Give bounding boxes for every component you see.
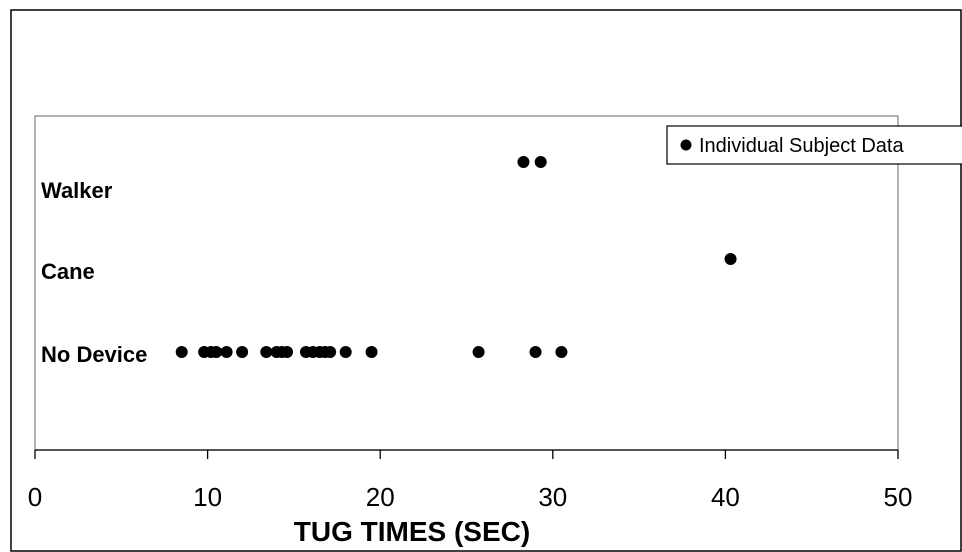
data-point-no-device-12 <box>280 346 293 358</box>
category-label-no-device: No Device <box>41 342 147 367</box>
category-labels: Walker Cane No Device <box>41 178 147 367</box>
data-point-no-device-18 <box>339 346 352 358</box>
data-point-no-device-20 <box>472 346 485 358</box>
x-tick-label-0: 0 <box>28 482 42 512</box>
data-point-no-device-6 <box>210 346 223 358</box>
data-point-no-device-9 <box>260 346 273 358</box>
x-tick-label-20: 20 <box>366 482 395 512</box>
data-point-no-device-21 <box>529 346 542 358</box>
data-point-no-device-8 <box>236 346 249 358</box>
data-point-no-device-19 <box>365 346 378 358</box>
data-point-walker-0 <box>517 156 530 168</box>
category-label-walker: Walker <box>41 178 113 203</box>
data-point-no-device-3 <box>175 346 188 358</box>
x-tick-label-30: 30 <box>538 482 567 512</box>
data-point-no-device-17 <box>324 346 337 358</box>
x-tick-label-10: 10 <box>193 482 222 512</box>
x-axis-tick-labels: 0 10 20 30 40 50 <box>28 482 913 512</box>
data-points <box>175 156 737 358</box>
x-axis-ticks <box>34 450 899 459</box>
category-label-cane: Cane <box>41 259 95 284</box>
legend-box <box>666 125 962 165</box>
legend-marker <box>680 139 692 151</box>
data-point-no-device-7 <box>220 346 233 358</box>
x-tick-label-50: 50 <box>884 482 913 512</box>
data-point-walker-1 <box>534 156 547 168</box>
plot-area <box>34 115 899 451</box>
legend-label: Individual Subject Data <box>699 135 904 157</box>
data-point-no-device-22 <box>555 346 568 358</box>
x-axis-title: TUG TIMES (SEC) <box>294 516 530 547</box>
x-tick-label-40: 40 <box>711 482 740 512</box>
legend: Individual Subject Data <box>666 125 962 165</box>
data-point-cane-2 <box>724 253 737 265</box>
